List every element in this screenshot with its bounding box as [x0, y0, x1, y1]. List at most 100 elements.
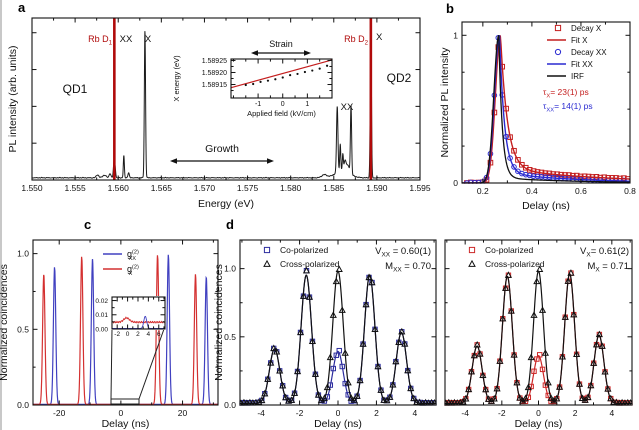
- ytick-label: 0: [453, 178, 458, 188]
- panel-letter-a: a: [18, 0, 26, 15]
- panel-d1: -4 -2 0 2 4 0.0 0.5 1.0 Delay (ns) Normalized coi…: [213, 239, 437, 430]
- xtick-label: 0.6: [575, 186, 587, 196]
- rb-d2-label: Rb D2: [344, 34, 369, 47]
- qd2-x-label: X: [376, 32, 383, 43]
- legend-label: Fit XX: [571, 60, 593, 69]
- legend-label: Cross-polarized: [280, 259, 340, 269]
- xtick-label: 0: [281, 101, 285, 108]
- growth-label: Growth: [205, 143, 239, 155]
- ytick-label: 0.5: [17, 324, 29, 334]
- panel-c-ylabel: Normalized coincidences: [0, 264, 10, 381]
- co-polarized-markers: [444, 270, 633, 406]
- panel-a: 1.550 1.555 1.560 1.565 1.570 1.575 1.580 1.585…: [7, 17, 431, 210]
- xtick-label: 2: [374, 408, 379, 418]
- zoom-line-left: [110, 328, 113, 400]
- ytick-label: 0.01: [95, 312, 108, 319]
- xtick-label: 1.585: [323, 183, 345, 193]
- xtick-label: -1: [255, 101, 261, 108]
- panel-letter-c: c: [84, 217, 92, 232]
- panel-a-ylabel: PL intensity (arb. units): [7, 46, 19, 153]
- legend-label: Cross-polarized: [485, 259, 545, 269]
- panel-d2-legend: [468, 246, 476, 267]
- legend-label: IRF: [571, 72, 584, 81]
- panel-c-legend: [103, 253, 122, 270]
- panel-a-inset-axes: [230, 58, 333, 99]
- vx-value: VX= 0.61(2): [580, 246, 629, 259]
- panel-c-inset: -2 0 2 4 6 0.00 0.01 0.02: [95, 296, 166, 338]
- xtick-label: 2: [573, 408, 578, 418]
- cross-polarized-markers: [444, 265, 633, 406]
- mxx-value: MXX = 0.70: [385, 261, 431, 274]
- ytick-label: 1.58925: [202, 58, 227, 65]
- panel-a-inset-xlabel: Applied field (kV/cm): [247, 109, 316, 118]
- strain-arrow: [251, 50, 311, 56]
- pl-spectrum: [31, 31, 421, 179]
- panel-c-inset-axes: [111, 296, 166, 330]
- xtick-label: 1: [305, 101, 309, 108]
- qd2-label: QD2: [387, 71, 412, 85]
- x-energy-points: [244, 64, 329, 87]
- xtick-label: 1.595: [409, 183, 431, 193]
- xtick-label: -4: [257, 408, 265, 418]
- g2-x-inset-curve: [111, 316, 166, 324]
- growth-arrow: [170, 158, 274, 164]
- ytick-label: 1.58915: [202, 82, 227, 89]
- xtick-label: 0.4: [526, 186, 538, 196]
- xtick-label: 0: [119, 408, 124, 418]
- xtick-label: 1.550: [21, 183, 43, 193]
- rb-d1-label: Rb D1: [88, 34, 113, 47]
- strain-label: Strain: [269, 39, 293, 49]
- xtick-label: 1.570: [194, 183, 216, 193]
- panel-b-axes: [461, 21, 631, 184]
- xtick-label: 0: [536, 408, 541, 418]
- xtick-label: -20: [53, 408, 66, 418]
- xtick-label: 20: [178, 408, 188, 418]
- co-polarized-fit-line: [240, 274, 436, 404]
- zoom-line-right: [138, 328, 165, 400]
- xtick-label: 1.580: [280, 183, 302, 193]
- irf-curve: [462, 35, 630, 184]
- xtick-label: 1.555: [64, 183, 86, 193]
- xtick-label: 4: [609, 408, 614, 418]
- cross-polarized-fit-line: [445, 270, 632, 404]
- panel-b: 0.2 0.4 0.6 0.8 0 1 Delay (ns) Normalized PL in…: [439, 21, 636, 212]
- qd2-xx-label: XX: [341, 102, 354, 113]
- ytick-label: 1.0: [224, 264, 236, 274]
- page-edge: [0, 0, 2, 430]
- xtick-label: -2: [114, 331, 120, 338]
- xtick-label: 1.560: [108, 183, 130, 193]
- panel-a-axes: [31, 17, 421, 181]
- ytick-label: 0.0: [17, 400, 29, 410]
- tau-xx-value: τXX= 14(1) ps: [543, 101, 593, 114]
- panel-d1-xlabel: Delay (ns): [314, 418, 362, 430]
- xtick-label: -2: [498, 408, 506, 418]
- tau-x-value: τX= 23(1) ps: [543, 87, 589, 100]
- legend-label: Decay X: [571, 24, 602, 33]
- g2-xx-inset-curve: [112, 315, 165, 329]
- panel-b-legend: [547, 24, 566, 77]
- ytick-label: 0.0: [224, 400, 236, 410]
- co-polarized-markers: [239, 268, 437, 406]
- mx-value: MX = 0.71: [587, 261, 629, 274]
- xtick-label: 6: [157, 331, 161, 338]
- panel-d2: -4 -2 0 2 4 Delay (ns) VX= 0.61(2) MX = 0.71 Co-…: [444, 239, 633, 430]
- cross-polarized-fit-line: [240, 270, 436, 404]
- xtick-label: 2: [136, 331, 140, 338]
- vxx-value: VXX = 0.60(1): [375, 246, 431, 259]
- xtick-label: 4: [147, 331, 151, 338]
- panel-a-inset: -1 0 1 1.58915 1.58920 1.58925 Applied field (…: [172, 39, 333, 118]
- panel-d1-ylabel: Normalized coincidences: [213, 264, 225, 381]
- ytick-label: 0.5: [224, 332, 236, 342]
- cross-polarized-markers: [239, 265, 437, 406]
- legend-label: Co-polarized: [485, 245, 533, 255]
- panel-b-ylabel: Normalized PL intensity: [439, 47, 451, 158]
- panel-b-xlabel: Delay (ns): [522, 200, 570, 212]
- panel-d2-axes: [444, 239, 633, 406]
- qd1-xx-label: XX: [120, 34, 133, 45]
- qd1-label: QD1: [63, 82, 88, 96]
- panel-d1-legend: [263, 246, 271, 267]
- qd1-x-label: X: [145, 34, 152, 45]
- ytick-label: 1.58920: [202, 70, 227, 77]
